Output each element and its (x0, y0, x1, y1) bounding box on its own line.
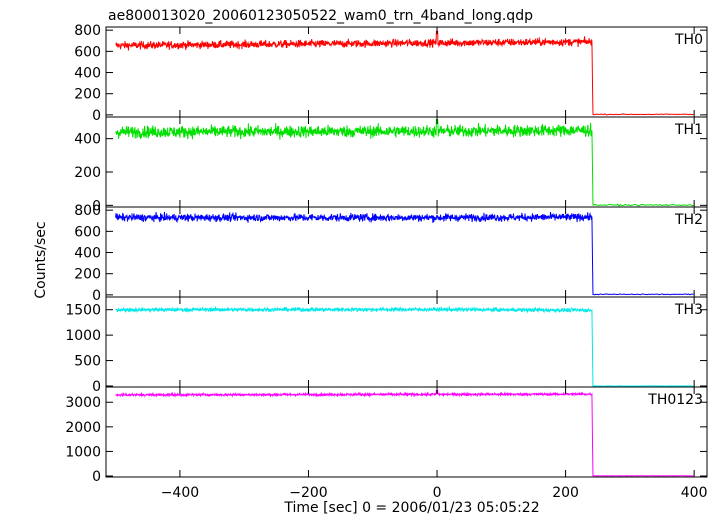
y-tick-label: 800 (74, 23, 101, 39)
y-tick-label: 800 (74, 203, 101, 219)
y-tick-label: 400 (74, 66, 101, 82)
panel-label-th0: TH0 (674, 32, 703, 48)
panel-frame (105, 386, 708, 478)
y-axis-label: Counts/sec (33, 221, 49, 298)
panel-label-th2: TH2 (674, 212, 703, 228)
panels-group: 0 200 400 600 800 TH0 0 200 400 TH1 0 200 400 600 800 T… (65, 23, 707, 501)
y-tick-label: 1500 (65, 303, 101, 319)
y-tick-label: 0 (92, 108, 101, 124)
panel-label-th1: TH1 (674, 122, 703, 138)
y-tick-label: 500 (74, 354, 101, 370)
y-tick-label: 0 (92, 379, 101, 395)
y-tick-label: 600 (74, 224, 101, 240)
y-tick-label: 200 (74, 267, 101, 283)
panel-th0123: 0 1000 2000 3000 TH0123 (65, 386, 708, 485)
series-line-th1 (115, 119, 694, 207)
panel-label-th0123: TH0123 (647, 392, 703, 408)
y-tick-label: 400 (74, 246, 101, 262)
y-tick-label: 200 (74, 165, 101, 181)
panel-label-th3: TH3 (674, 302, 703, 318)
y-tick-label: 0 (92, 288, 101, 304)
y-tick-label: 600 (74, 44, 101, 60)
series-line-th2 (115, 211, 694, 296)
panel-th3: 0 500 1000 1500 TH3 (65, 296, 708, 395)
y-tick-label: 2000 (65, 420, 101, 436)
x-tick-label: −400 (161, 485, 199, 501)
series-line-th3 (115, 305, 694, 387)
series-line-th0123 (115, 389, 694, 477)
x-tick-label: −200 (289, 485, 327, 501)
y-tick-label: 1000 (65, 444, 101, 460)
y-tick-label: 400 (74, 132, 101, 148)
y-tick-label: 0 (92, 198, 101, 214)
y-tick-label: 3000 (65, 395, 101, 411)
x-tick-label: 0 (433, 485, 442, 501)
y-tick-label: 200 (74, 87, 101, 103)
chart-title: ae800013020_20060123050522_wam0_trn_4ban… (108, 8, 533, 24)
y-tick-label: 1000 (65, 328, 101, 344)
x-axis-label: Time [sec] 0 = 2006/01/23 05:05:22 (283, 500, 539, 516)
y-tick-label: 0 (92, 469, 101, 485)
x-tick-label: 200 (552, 485, 579, 501)
x-tick-label: 400 (681, 485, 708, 501)
series-line-th0 (115, 30, 694, 116)
